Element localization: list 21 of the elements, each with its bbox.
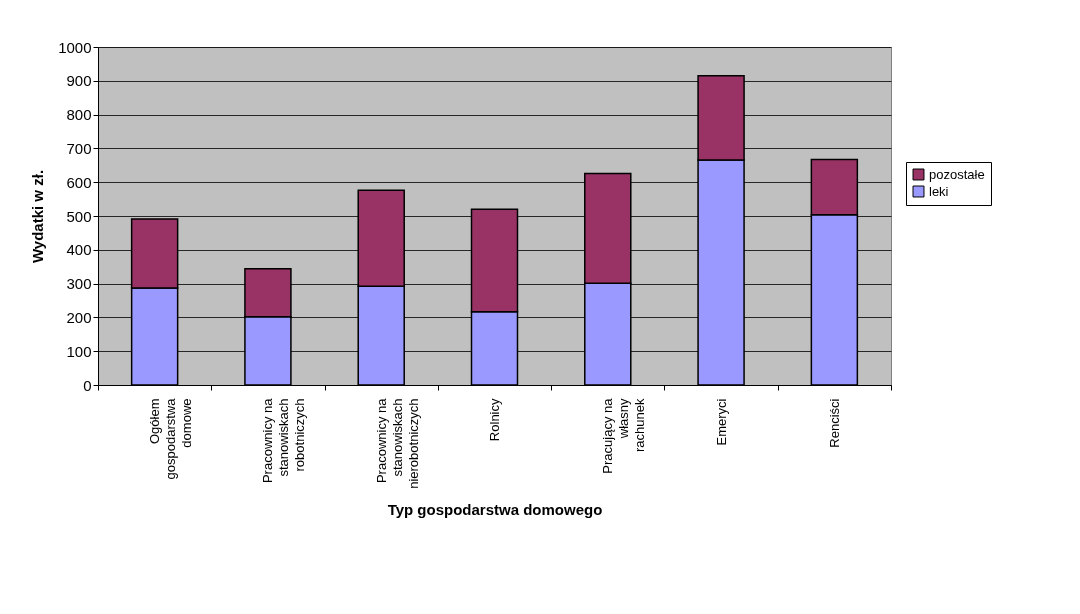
x-tick-label: Emeryci bbox=[713, 398, 729, 446]
legend-label: leki bbox=[929, 183, 949, 199]
x-tick-label: Rolnicy bbox=[487, 398, 502, 442]
y-axis-title: Wydatki w zł. bbox=[29, 169, 47, 264]
y-tick-label: 100 bbox=[66, 342, 92, 360]
y-tick-label: 400 bbox=[66, 241, 92, 259]
y-tick-label: 300 bbox=[66, 275, 92, 293]
y-tick-label: 700 bbox=[66, 139, 92, 157]
x-tick-label: Renciści bbox=[826, 398, 842, 448]
y-tick-label: 500 bbox=[66, 207, 92, 225]
x-axis-title: Typ gospodarstwa domowego bbox=[387, 500, 603, 518]
x-tick-label: Ogółem gospodarstwa domowe bbox=[147, 397, 195, 480]
x-tick-label: Pracujący na własny rachunek bbox=[600, 397, 648, 474]
y-tick-label: 1000 bbox=[58, 38, 92, 56]
y-tick-label: 600 bbox=[66, 173, 92, 191]
x-tick-label: Pracownicy na stanowiskach robotniczych bbox=[260, 397, 308, 484]
y-tick-label: 800 bbox=[66, 106, 92, 124]
y-tick-label: 0 bbox=[83, 376, 92, 394]
y-tick-label: 900 bbox=[66, 72, 92, 90]
legend-label: pozostałe bbox=[929, 166, 985, 182]
y-tick-label: 200 bbox=[66, 308, 92, 326]
